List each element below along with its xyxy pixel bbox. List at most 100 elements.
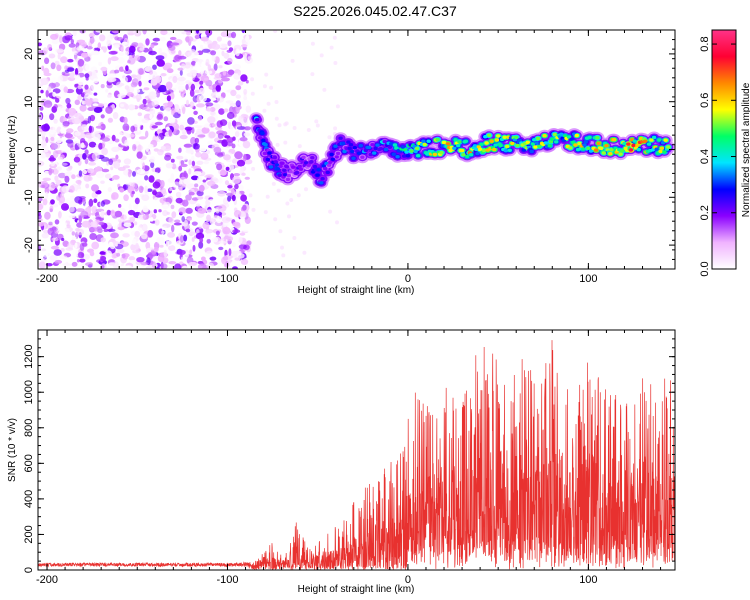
spectrogram-cell xyxy=(151,125,158,129)
spectrogram-cell xyxy=(269,85,274,90)
spectrogram-cell xyxy=(315,173,320,177)
spectrogram-cell xyxy=(205,231,212,240)
spectrogram-cell xyxy=(64,35,73,41)
spectrogram-cell xyxy=(106,39,112,47)
spectrogram-cell xyxy=(51,203,59,208)
spectrogram-cell xyxy=(77,251,84,259)
spectrogram-cell xyxy=(178,147,182,153)
spectrogram-cell xyxy=(595,136,600,140)
spectrogram-cell xyxy=(515,143,520,148)
colorbar-tick-label: 0.4 xyxy=(699,149,711,164)
spectrogram-cell xyxy=(45,191,49,200)
spectrogram-cell xyxy=(82,153,87,160)
spectrogram-cell xyxy=(169,36,177,41)
spectrogram-cell xyxy=(588,149,594,153)
spectrogram-cell xyxy=(226,192,233,196)
spectrogram-cell xyxy=(315,123,320,128)
spectrogram-cell xyxy=(391,152,396,156)
spectrogram-cell xyxy=(93,92,98,96)
spectrogram-cell xyxy=(102,46,107,53)
spectrogram-cell xyxy=(176,155,184,160)
spectrogram-cell xyxy=(232,229,241,234)
spectrogram-cell xyxy=(233,173,240,177)
spectrogram-cell xyxy=(170,173,175,181)
spectrogram-cell xyxy=(123,194,129,202)
spectrogram-cell xyxy=(227,141,233,147)
spectrogram-cell xyxy=(146,188,153,192)
spectrogram-cell xyxy=(474,147,479,152)
spectrogram-cell xyxy=(382,140,387,144)
spectrogram-cell xyxy=(74,68,79,76)
spectrogram-cell xyxy=(130,82,138,88)
spectrogram-cell xyxy=(358,144,363,148)
spectrogram-cell xyxy=(141,194,150,201)
spectrogram-cell xyxy=(190,136,197,145)
spectrogram-cell xyxy=(191,175,199,181)
spectrogram-cell xyxy=(145,130,149,138)
spectrogram-cell xyxy=(88,162,97,166)
spectrogram-cell xyxy=(306,128,311,132)
x-tick-label: 0 xyxy=(405,273,411,285)
spectrogram-cell xyxy=(57,156,63,160)
spectrogram-cell xyxy=(199,80,204,85)
spectrogram-cell xyxy=(124,85,130,90)
spectrogram-cell xyxy=(66,224,71,228)
spectrogram-cell xyxy=(87,168,95,174)
spectrogram-cell xyxy=(118,203,122,208)
spectrogram-cell xyxy=(161,230,165,234)
spectrogram-cell xyxy=(657,138,662,142)
x-tick-label: 0 xyxy=(405,574,411,586)
spectrogram-cell xyxy=(49,208,53,213)
spectrogram-cell xyxy=(244,126,252,131)
spectrogram-cell xyxy=(58,195,66,204)
spectrogram-cell xyxy=(486,133,492,137)
spectrogram-cell xyxy=(216,265,221,269)
spectrogram-cell xyxy=(154,219,160,226)
spectrogram-cell xyxy=(322,87,327,92)
spectrogram-cell xyxy=(368,152,373,157)
spectrogram-cell xyxy=(141,223,148,232)
spectrogram-cell xyxy=(264,72,269,77)
spectrogram-cell xyxy=(177,76,186,82)
spectrogram-cell xyxy=(118,52,125,56)
spectrogram-cell xyxy=(216,163,223,171)
spectrogram-cell xyxy=(137,112,142,117)
spectrogram-cell xyxy=(202,179,207,183)
spectrogram-cell xyxy=(248,193,253,198)
spectrogram-cell xyxy=(200,36,209,42)
spectrogram-cell xyxy=(51,77,58,84)
spectrogram-cell xyxy=(573,143,578,147)
spectrogram-cell xyxy=(69,200,77,208)
spectrogram-cell xyxy=(91,212,96,216)
y-tick-label: 0 xyxy=(23,567,35,573)
spectrogram-cell xyxy=(197,207,207,214)
spectrogram-cell xyxy=(179,69,183,76)
spectrogram-cell xyxy=(91,82,96,91)
spectrogram-cell xyxy=(242,153,247,162)
spectrogram-cell xyxy=(586,146,591,150)
spectrogram-cell xyxy=(230,89,237,97)
spectrogram-cell xyxy=(48,53,56,59)
spectrogram-cell xyxy=(41,65,45,71)
spectrogram-cell xyxy=(241,99,250,106)
spectrogram-cell xyxy=(250,77,255,82)
spectrogram-cell xyxy=(483,135,488,139)
spectrogram-cell xyxy=(49,227,58,232)
spectrogram-cell xyxy=(182,199,189,207)
spectrogram-cell xyxy=(503,149,509,153)
spectrogram-cell xyxy=(169,92,175,100)
spectrogram-cell xyxy=(58,211,62,219)
spectrogram-cell xyxy=(453,138,458,142)
spectrogram-cell xyxy=(158,47,163,54)
spectrogram-cell xyxy=(297,164,302,169)
spectrogram-cell xyxy=(289,198,294,202)
spectrogram-cell xyxy=(612,138,617,142)
spectrogram-cell xyxy=(646,142,652,146)
spectrogram-cell xyxy=(234,151,243,160)
spectrogram-cell xyxy=(95,211,100,216)
spectrogram-cell xyxy=(142,207,149,213)
spectrogram-cell xyxy=(525,140,530,144)
spectrogram-cell xyxy=(49,254,58,261)
